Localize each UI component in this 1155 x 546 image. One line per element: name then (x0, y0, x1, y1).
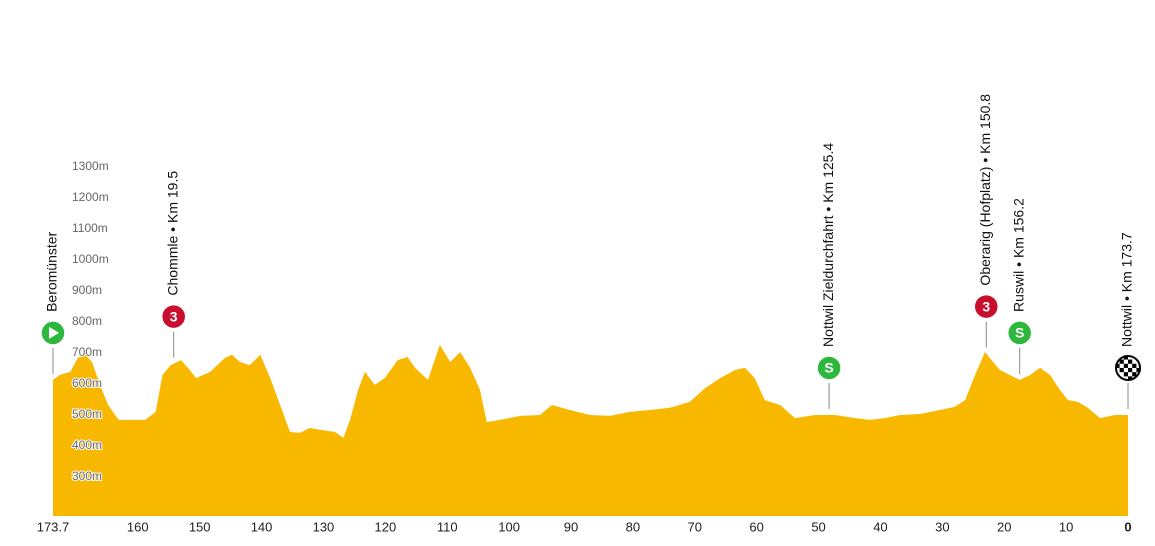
marker: 3 Oberarig (Hofplatz) • Km 150.8 (973, 94, 1000, 348)
x-tick-label: 20 (997, 519, 1011, 534)
x-tick-label: 40 (873, 519, 887, 534)
marker-label: Chommle • Km 19.5 (164, 171, 180, 296)
x-tick-label: 80 (626, 519, 640, 534)
x-tick-label: 60 (749, 519, 763, 534)
checker (1136, 367, 1141, 373)
marker: S Ruswil • Km 156.2 (1006, 198, 1033, 374)
checker (1132, 363, 1137, 368)
checker (1123, 372, 1128, 377)
x-tick-label: 173.7 (37, 519, 70, 534)
x-tick-label: 0 (1124, 519, 1131, 534)
y-tick-label: 300m (72, 469, 102, 483)
x-tick-label: 120 (374, 519, 396, 534)
elevation-area (53, 344, 1128, 516)
x-tick-label: 90 (564, 519, 578, 534)
checker (1115, 363, 1120, 368)
marker-icon (973, 293, 1000, 320)
checker (1123, 363, 1128, 368)
play-icon (49, 326, 59, 339)
y-tick-label: 1000m (72, 252, 109, 266)
marker-label: Ruswil • Km 156.2 (1010, 198, 1026, 312)
marker-label: Beromünster (44, 231, 60, 311)
x-tick-label: 10 (1059, 519, 1073, 534)
badge-text: 3 (170, 308, 178, 324)
y-tick-label: 600m (72, 376, 102, 390)
x-tick-label: 50 (811, 519, 825, 534)
y-tick-label: 1300m (72, 159, 109, 173)
checker (1128, 359, 1133, 364)
y-tick-label: 700m (72, 345, 102, 359)
x-tick-label: 100 (498, 519, 520, 534)
y-tick-label: 1200m (72, 190, 109, 204)
marker-icon (816, 355, 842, 381)
marker-label: Nottwil • Km 173.7 (1119, 232, 1135, 347)
marker-icon (1006, 320, 1033, 346)
x-tick-label: 150 (189, 519, 211, 534)
x-tick-label: 160 (127, 519, 149, 534)
x-tick-label: 140 (251, 519, 273, 534)
marker: S Nottwil Zieldurchfahrt • Km 125.4 (816, 143, 842, 409)
checker (1119, 359, 1124, 364)
y-tick-label: 500m (72, 407, 102, 421)
y-tick-label: 800m (72, 314, 102, 328)
badge-text: 3 (982, 298, 990, 314)
checker (1132, 372, 1137, 377)
marker: Beromünster (40, 231, 66, 374)
badge-text: S (824, 360, 833, 376)
x-tick-label: 70 (688, 519, 702, 534)
checker (1119, 367, 1124, 373)
checker (1128, 367, 1133, 373)
marker-label: Nottwil Zieldurchfahrt • Km 125.4 (820, 143, 836, 347)
badge-text: S (1015, 325, 1024, 341)
marker-icon (160, 303, 187, 330)
checker (1128, 376, 1133, 381)
x-tick-label: 30 (935, 519, 949, 534)
marker-label: Oberarig (Hofplatz) • Km 150.8 (977, 94, 993, 286)
marker: 3 Chommle • Km 19.5 (160, 171, 187, 358)
x-tick-label: 110 (437, 519, 458, 534)
x-tick-label: 130 (313, 519, 335, 534)
checker (1123, 355, 1128, 360)
y-tick-label: 1100m (72, 221, 108, 235)
marker: Nottwil • Km 173.7 (1115, 232, 1141, 409)
y-tick-label: 400m (72, 438, 102, 452)
y-tick-label: 900m (72, 283, 102, 297)
